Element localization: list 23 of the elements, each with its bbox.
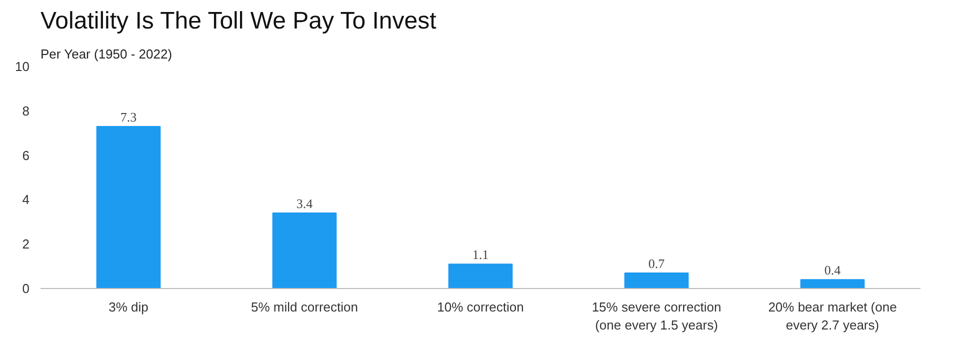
y-tick-label: 4	[22, 192, 30, 208]
data-label: 7.3	[120, 109, 137, 124]
data-label: 1.1	[472, 247, 489, 262]
x-tick-label: 5% mild correction	[251, 300, 358, 314]
data-label: 0.4	[824, 262, 842, 278]
data-label: 3.4	[296, 196, 314, 212]
bar	[624, 272, 689, 288]
y-tick-label: 2	[22, 236, 30, 252]
data-label: 0.7	[648, 256, 666, 271]
y-tick-label: 8	[22, 103, 30, 118]
bar	[448, 264, 513, 288]
y-tick-label: 10	[15, 59, 30, 74]
bar	[272, 212, 337, 288]
x-tick-label: 20% bear market (one every 2.7 years)	[768, 300, 897, 332]
x-tick-label: 3% dip	[108, 300, 148, 314]
x-tick-label: 10% correction	[437, 300, 524, 314]
bar	[96, 126, 161, 288]
y-tick-label: 6	[22, 148, 30, 163]
bar	[800, 279, 865, 288]
y-tick-label: 0	[22, 281, 30, 296]
chart-title: Volatility Is The Toll We Pay To Invest	[40, 8, 437, 34]
x-tick-label: 15% severe correction (one every 1.5 years)	[592, 300, 722, 332]
chart-subtitle: Per Year (1950 - 2022)	[40, 46, 172, 62]
